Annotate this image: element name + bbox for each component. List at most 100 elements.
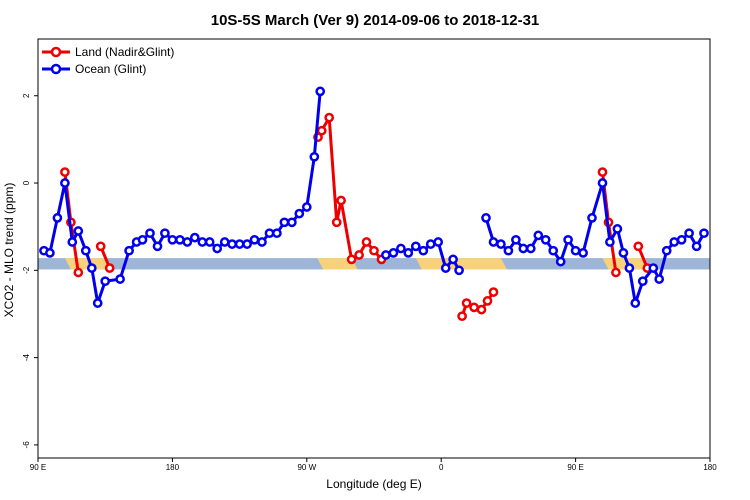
land-point-0-0 — [60, 167, 70, 177]
ocean-point-0-26 — [234, 239, 245, 249]
y-tick-label-1: 0 — [22, 180, 31, 185]
ocean-point-0-5 — [73, 226, 84, 236]
ocean-point-2-23 — [654, 274, 665, 284]
ocean-point-1-8 — [440, 263, 451, 273]
ocean-point-0-34 — [294, 208, 305, 219]
ocean-point-0-20 — [189, 232, 200, 243]
ocean-point-0-10 — [115, 274, 125, 284]
ocean-point-0-13 — [137, 234, 148, 245]
ocean-point-0-29 — [257, 237, 267, 247]
ocean-point-2-8 — [540, 234, 551, 245]
ocean-point-0-23 — [212, 243, 223, 254]
ocean-point-2-6 — [525, 243, 536, 254]
ocean-point-2-22 — [648, 263, 659, 273]
legend-ocean-marker — [50, 63, 62, 75]
ocean-point-0-3 — [60, 178, 70, 188]
x-tick-label-3: 0 — [439, 463, 444, 472]
ocean-point-2-26 — [676, 234, 687, 245]
land-point-2-7 — [361, 237, 372, 247]
ocean-point-2-18 — [618, 248, 629, 258]
y-tick-label-0: 2 — [22, 93, 31, 98]
ocean-point-1-6 — [425, 239, 436, 249]
ocean-point-2-24 — [661, 245, 672, 256]
ocean-point-2-17 — [612, 224, 623, 234]
ocean-point-0-22 — [204, 237, 215, 247]
ocean-point-2-28 — [691, 241, 702, 252]
land-point-3-5 — [488, 287, 499, 297]
land-point-2-5 — [346, 254, 357, 265]
ocean-point-2-1 — [488, 237, 499, 247]
ocean-point-1-9 — [448, 254, 458, 265]
land-point-1-1 — [104, 263, 115, 273]
land-point-1-0 — [95, 241, 106, 252]
ocean-point-2-16 — [605, 237, 615, 247]
land-point-4-0 — [597, 167, 608, 177]
legend-ocean-label: Ocean (Glint) — [75, 62, 146, 76]
land-point-3-4 — [482, 296, 493, 306]
ocean-point-2-19 — [624, 263, 635, 273]
ocean-point-0-19 — [182, 237, 193, 247]
ocean-point-2-2 — [496, 239, 506, 249]
chart-title: 10S-5S March (Ver 9) 2014-09-06 to 2018-… — [211, 12, 540, 29]
ocean-point-2-5 — [518, 243, 529, 254]
ocean-point-0-28 — [249, 234, 260, 245]
y-tick-label-2: -2 — [22, 266, 31, 274]
land-point-2-2 — [324, 112, 335, 123]
ocean-line-0 — [43, 91, 322, 305]
ocean-point-1-2 — [396, 243, 406, 254]
land-point-2-1 — [316, 125, 327, 136]
ocean-point-2-13 — [578, 248, 588, 258]
ocean-point-0-25 — [227, 239, 237, 249]
ocean-point-0-8 — [92, 298, 103, 308]
land-point-3-1 — [461, 298, 472, 308]
ocean-point-0-21 — [197, 237, 208, 247]
ocean-point-1-10 — [454, 265, 464, 276]
ocean-point-0-2 — [52, 213, 63, 223]
y-tick-label-4: -6 — [22, 441, 31, 449]
ocean-band — [38, 258, 710, 270]
ocean-point-2-25 — [669, 237, 680, 247]
ocean-point-0-9 — [100, 276, 111, 287]
ocean-point-0-16 — [160, 228, 170, 239]
ocean-point-0-37 — [315, 86, 326, 97]
ocean-point-2-0 — [481, 213, 491, 223]
ocean-point-1-1 — [388, 248, 399, 258]
ocean-point-0-18 — [175, 234, 185, 245]
land-point-2-4 — [336, 195, 346, 206]
x-axis-label: Longitude (deg E) — [326, 477, 421, 491]
ocean-point-0-17 — [167, 234, 178, 245]
ocean-point-2-11 — [563, 234, 573, 245]
ocean-point-1-0 — [381, 250, 391, 260]
land-ocean-band — [38, 258, 710, 270]
ocean-point-2-20 — [630, 298, 641, 308]
land-point-3-2 — [469, 302, 479, 313]
land-point-3-3 — [476, 304, 487, 315]
ocean-point-2-10 — [555, 256, 566, 267]
land-point-5-0 — [633, 241, 644, 252]
ocean-point-2-12 — [570, 245, 581, 256]
plot-frame — [37, 38, 711, 459]
land-band-2 — [415, 258, 507, 270]
x-tick-label-4: 90 E — [567, 463, 583, 472]
ocean-point-2-4 — [511, 234, 521, 245]
ocean-point-0-36 — [309, 151, 320, 162]
land-point-2-3 — [331, 217, 342, 228]
ocean-point-0-31 — [272, 228, 282, 239]
ocean-point-0-11 — [124, 245, 134, 256]
legend-land-label: Land (Nadir&Glint) — [75, 45, 174, 59]
ocean-point-1-5 — [418, 245, 429, 256]
ocean-point-2-3 — [503, 245, 514, 256]
ocean-point-1-4 — [410, 241, 421, 252]
ocean-point-2-9 — [548, 245, 559, 256]
x-tick-label-0: 90 E — [30, 463, 46, 472]
land-point-2-6 — [354, 250, 364, 260]
series-layer — [39, 86, 709, 322]
ocean-point-0-4 — [67, 237, 78, 247]
y-axis-label: XCO2 - MLO trend (ppm) — [2, 183, 16, 318]
ocean-point-0-35 — [301, 202, 312, 212]
x-tick-label-2: 90 W — [297, 463, 316, 472]
ocean-point-0-7 — [86, 263, 97, 273]
x-tick-label-1: 180 — [166, 463, 180, 472]
ocean-point-2-21 — [637, 276, 648, 287]
